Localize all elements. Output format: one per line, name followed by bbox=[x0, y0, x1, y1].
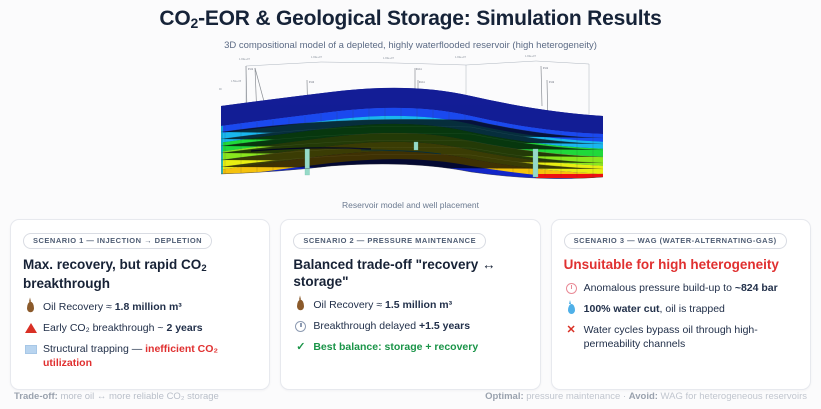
svg-text:1.93e+07: 1.93e+07 bbox=[311, 55, 322, 59]
bullet-pre: Oil Recovery ≈ bbox=[43, 301, 115, 313]
list-item: Structural trapping — inefficient CO₂ ut… bbox=[23, 342, 257, 370]
scenario-title-2: Balanced trade-off "recovery ↔ storage" bbox=[293, 257, 496, 289]
svg-text:1.50e+05: 1.50e+05 bbox=[231, 80, 242, 83]
list-item: Early CO₂ breakthrough ~ 2 years bbox=[23, 321, 257, 335]
list-item: Oil Recovery ≈ 1.5 million m³ bbox=[293, 298, 527, 312]
scenario-card-1[interactable]: SCENARIO 1 — INJECTION → DEPLETION Max. … bbox=[10, 219, 271, 390]
bullet-bold: ~824 bar bbox=[734, 282, 778, 294]
bullet-text: Oil Recovery ≈ 1.5 million m³ bbox=[313, 298, 527, 312]
svg-text:P-04: P-04 bbox=[309, 81, 315, 84]
svg-text:INJ-1: INJ-1 bbox=[416, 68, 422, 71]
figure-scale-labels: 1.50e+05 90 bbox=[219, 80, 242, 91]
svg-text:1.93e+07: 1.93e+07 bbox=[455, 55, 466, 59]
clock-icon bbox=[293, 319, 308, 333]
scenario-bullets-2: Oil Recovery ≈ 1.5 million m³ Breakthrou… bbox=[293, 298, 527, 354]
scenario-badge-1: SCENARIO 1 — INJECTION → DEPLETION bbox=[23, 232, 213, 249]
oil-drop-icon bbox=[293, 298, 308, 312]
rock-layer-icon bbox=[23, 342, 38, 356]
page-subtitle: 3D compositional model of a depleted, hi… bbox=[224, 40, 597, 51]
scenario-cards: SCENARIO 1 — INJECTION → DEPLETION Max. … bbox=[0, 219, 821, 390]
scenario-bullets-1: Oil Recovery ≈ 1.8 million m³ Early CO₂ … bbox=[23, 300, 257, 370]
list-item: Anomalous pressure build-up to ~824 bar bbox=[564, 281, 798, 295]
svg-text:1.93e+07: 1.93e+07 bbox=[525, 54, 536, 58]
footer-avoid-text: WAG for heterogeneous reservoirs bbox=[657, 391, 807, 402]
bullet-text: Water cycles bypass oil through high-per… bbox=[583, 324, 758, 350]
svg-text:P-02: P-02 bbox=[549, 81, 555, 84]
bullet-bold: +1.5 years bbox=[418, 320, 471, 332]
scenario-card-2[interactable]: SCENARIO 2 — PRESSURE MAINTENANCE Balanc… bbox=[280, 219, 541, 390]
svg-text:P-01: P-01 bbox=[543, 67, 549, 70]
bullet-text: Structural trapping — inefficient CO₂ ut… bbox=[43, 342, 257, 370]
reservoir-layers bbox=[220, 107, 603, 179]
caprock-front bbox=[220, 87, 603, 134]
bullet-text: Anomalous pressure build-up to ~824 bar bbox=[584, 281, 798, 295]
bullet-pre: Anomalous pressure build-up to bbox=[583, 282, 735, 294]
scenario-card-3[interactable]: SCENARIO 3 — WAG (WATER-ALTERNATING-GAS)… bbox=[550, 219, 811, 390]
svg-text:INJ-1: INJ-1 bbox=[419, 81, 425, 84]
scenario-title-1-post: breakthrough bbox=[23, 276, 111, 291]
footer-right: Optimal: pressure maintenance · Avoid: W… bbox=[485, 391, 807, 402]
bullet-post: , oil is trapped bbox=[659, 303, 725, 315]
well-completions bbox=[304, 141, 538, 178]
scenario-title-3: Unsuitable for high heterogeneity bbox=[563, 257, 779, 272]
page-title-subscript: 2 bbox=[190, 15, 199, 31]
bullet-pre: Oil Recovery ≈ bbox=[313, 299, 386, 311]
bullet-bold: 2 years bbox=[166, 322, 203, 334]
list-item: ✓ Best balance: storage + recovery bbox=[293, 340, 527, 354]
bullet-pre: Structural trapping — bbox=[43, 343, 146, 355]
bullet-pre: Early CO₂ breakthrough ~ bbox=[43, 322, 167, 334]
list-item: Breakthrough delayed +1.5 years bbox=[293, 319, 527, 333]
check-icon: ✓ bbox=[296, 340, 306, 353]
page-title-rest: -EOR & Geological Storage: Simulation Re… bbox=[198, 7, 662, 30]
bullet-text: Oil Recovery ≈ 1.8 million m³ bbox=[43, 300, 257, 314]
scenario-badge-2: SCENARIO 2 — PRESSURE MAINTENANCE bbox=[293, 232, 487, 249]
list-item: 100% water cut, oil is trapped bbox=[564, 302, 798, 316]
bullet-accent: inefficient CO₂ utilization bbox=[43, 343, 219, 369]
svg-text:1.93e+07: 1.93e+07 bbox=[239, 57, 250, 61]
bullet-text: Early CO₂ breakthrough ~ 2 years bbox=[43, 321, 257, 335]
bullet-bold: 1.5 million m³ bbox=[385, 299, 453, 311]
bullet-accent: Best balance: storage + recovery bbox=[313, 341, 479, 353]
footer-left: Trade-off: more oil ↔ more reliable CO₂ … bbox=[14, 391, 219, 402]
svg-text:1.93e+07: 1.93e+07 bbox=[383, 56, 394, 60]
scenario-title-1: Max. recovery, but rapid CO2 breakthroug… bbox=[23, 256, 257, 292]
footer-left-text: more oil ↔ more reliable CO₂ storage bbox=[57, 391, 219, 402]
warning-triangle-icon bbox=[23, 321, 38, 335]
page-title: CO2-EOR & Geological Storage: Simulation… bbox=[0, 6, 821, 33]
footer: Trade-off: more oil ↔ more reliable CO₂ … bbox=[0, 391, 821, 402]
footer-left-label: Trade-off: bbox=[14, 391, 58, 402]
bullet-bold: 1.8 million m³ bbox=[114, 301, 182, 313]
bullet-text: Breakthrough delayed +1.5 years bbox=[313, 319, 527, 333]
list-item: ✕ Water cycles bypass oil through high-p… bbox=[564, 323, 798, 351]
oil-drop-icon bbox=[23, 300, 38, 314]
cross-icon: ✕ bbox=[566, 323, 576, 336]
svg-text:90: 90 bbox=[219, 88, 222, 91]
bullet-bold: 100% water cut bbox=[583, 303, 660, 315]
svg-text:P-01: P-01 bbox=[248, 68, 254, 71]
bullet-pre: Breakthrough delayed bbox=[313, 320, 419, 332]
footer-optimal-label: Optimal: bbox=[485, 391, 524, 402]
footer-optimal-text: pressure maintenance · bbox=[523, 391, 629, 402]
figure-caption: Reservoir model and well placement bbox=[341, 200, 479, 210]
scenario-title-1-sub: 2 bbox=[201, 263, 207, 274]
bullet-text: 100% water cut, oil is trapped bbox=[584, 302, 798, 316]
scenario-bullets-3: Anomalous pressure build-up to ~824 bar … bbox=[564, 281, 798, 351]
page-title-co: CO bbox=[159, 7, 191, 30]
reservoir-base-outline bbox=[220, 163, 603, 179]
header: CO2-EOR & Geological Storage: Simulation… bbox=[0, 0, 821, 52]
reservoir-model-3d: 1.93e+07 1.93e+07 1.93e+07 1.93e+07 1.93… bbox=[219, 54, 603, 179]
reservoir-figure: 1.93e+07 1.93e+07 1.93e+07 1.93e+07 1.93… bbox=[0, 54, 821, 214]
list-item: Oil Recovery ≈ 1.8 million m³ bbox=[23, 300, 257, 314]
pressure-clock-icon bbox=[564, 281, 579, 295]
scenario-title-1-pre: Max. recovery, but rapid CO bbox=[23, 257, 202, 272]
water-drop-icon bbox=[564, 302, 579, 316]
well-labels: P-01 P-04 INJ-1 INJ-1 P-01 P-02 bbox=[248, 67, 555, 84]
scenario-badge-3: SCENARIO 3 — WAG (WATER-ALTERNATING-GAS) bbox=[563, 232, 787, 249]
figure-tick-labels: 1.93e+07 1.93e+07 1.93e+07 1.93e+07 1.93… bbox=[239, 54, 536, 61]
footer-avoid-label: Avoid: bbox=[628, 391, 658, 402]
